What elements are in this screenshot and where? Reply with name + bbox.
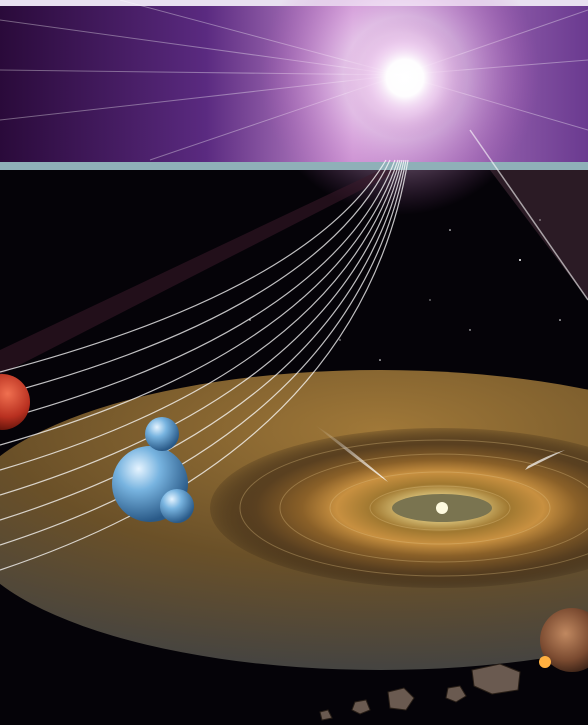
red-planet bbox=[0, 374, 30, 430]
beam-left bbox=[0, 170, 400, 375]
comet-small bbox=[525, 450, 565, 470]
bright-star bbox=[343, 16, 467, 140]
rocky-planet bbox=[540, 608, 588, 672]
beam-right bbox=[490, 170, 588, 300]
asteroids bbox=[319, 663, 521, 721]
impact-flash bbox=[539, 656, 551, 668]
central-protostar bbox=[436, 502, 448, 514]
disk-rings bbox=[239, 439, 588, 577]
light-rays bbox=[0, 159, 409, 571]
ray-right bbox=[469, 129, 588, 301]
water-molecule bbox=[112, 417, 194, 523]
divider-band bbox=[0, 162, 588, 170]
comet bbox=[315, 425, 388, 482]
